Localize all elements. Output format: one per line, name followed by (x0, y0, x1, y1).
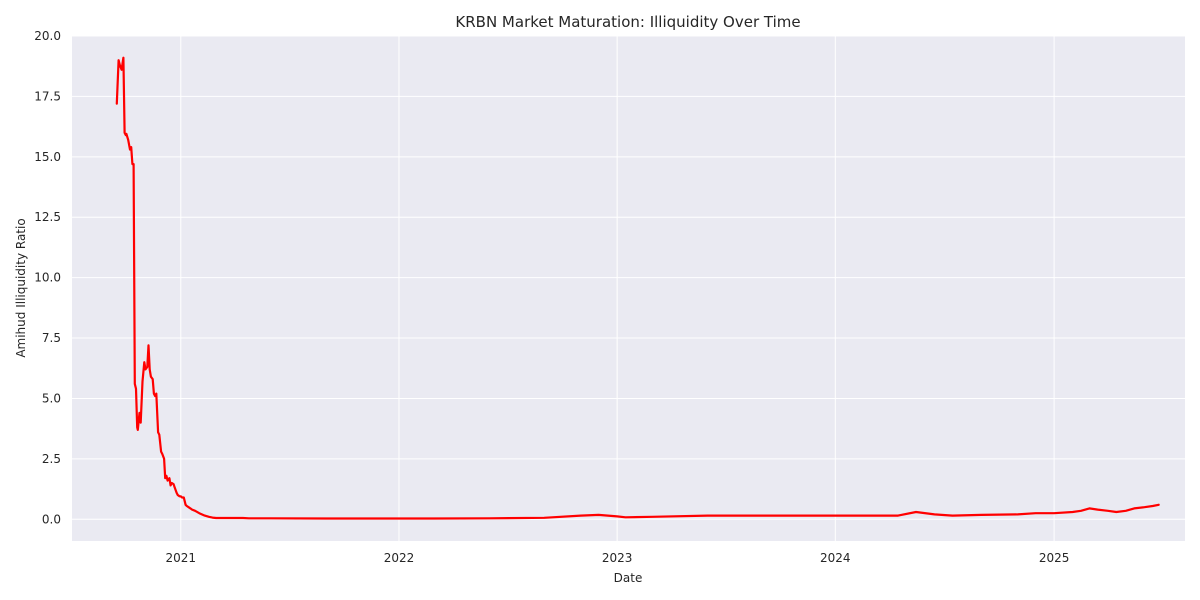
x-tick-label: 2023 (602, 551, 633, 565)
y-tick-label: 20.0 (34, 29, 61, 43)
y-tick-label: 2.5 (42, 452, 61, 466)
y-tick-label: 17.5 (34, 89, 61, 103)
y-tick-label: 7.5 (42, 331, 61, 345)
y-tick-label: 15.0 (34, 150, 61, 164)
chart-title: KRBN Market Maturation: Illiquidity Over… (455, 13, 800, 31)
y-tick-label: 0.0 (42, 512, 61, 526)
series-layer (115, 56, 1160, 520)
x-axis-label: Date (614, 571, 643, 585)
plot-area (72, 36, 1185, 541)
x-tick-label: 2022 (384, 551, 415, 565)
y-tick-label: 10.0 (34, 271, 61, 285)
grid-lines (72, 35, 1185, 541)
y-tick-label: 12.5 (34, 210, 61, 224)
x-tick-label: 2024 (820, 551, 851, 565)
y-tick-label: 5.0 (42, 391, 61, 405)
y-axis-label: Amihud Illiquidity Ratio (14, 218, 28, 357)
tick-labels: 0.0 2.5 5.0 7.5 10.0 12.5 15.0 17.5 20.0 2021 2022… (34, 29, 1069, 565)
x-tick-label: 2025 (1039, 551, 1070, 565)
series-line-0 (115, 56, 1160, 520)
x-tick-label: 2021 (166, 551, 197, 565)
